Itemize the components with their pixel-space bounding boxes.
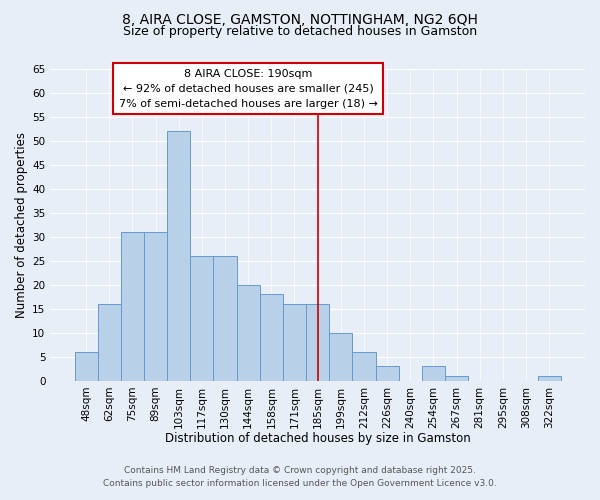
Bar <box>352 352 376 381</box>
Text: 8, AIRA CLOSE, GAMSTON, NOTTINGHAM, NG2 6QH: 8, AIRA CLOSE, GAMSTON, NOTTINGHAM, NG2 … <box>122 12 478 26</box>
Bar <box>376 366 398 381</box>
X-axis label: Distribution of detached houses by size in Gamston: Distribution of detached houses by size … <box>165 432 470 445</box>
Y-axis label: Number of detached properties: Number of detached properties <box>15 132 28 318</box>
Text: Size of property relative to detached houses in Gamston: Size of property relative to detached ho… <box>123 25 477 38</box>
Text: Contains HM Land Registry data © Crown copyright and database right 2025.
Contai: Contains HM Land Registry data © Crown c… <box>103 466 497 487</box>
Bar <box>236 285 260 381</box>
Text: 8 AIRA CLOSE: 190sqm
← 92% of detached houses are smaller (245)
7% of semi-detac: 8 AIRA CLOSE: 190sqm ← 92% of detached h… <box>119 69 377 108</box>
Bar <box>306 304 329 381</box>
Bar <box>98 304 121 381</box>
Bar <box>214 256 236 381</box>
Bar <box>121 232 144 381</box>
Bar <box>74 352 98 381</box>
Bar <box>422 366 445 381</box>
Bar <box>283 304 306 381</box>
Bar <box>445 376 468 381</box>
Bar <box>144 232 167 381</box>
Bar <box>329 333 352 381</box>
Bar <box>190 256 214 381</box>
Bar <box>260 294 283 381</box>
Bar <box>538 376 560 381</box>
Bar <box>167 132 190 381</box>
